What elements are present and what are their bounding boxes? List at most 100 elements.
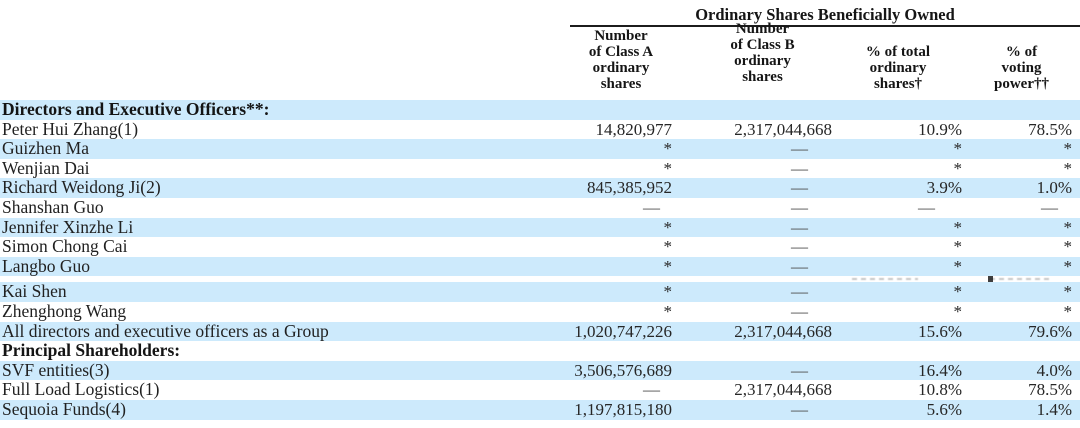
row-label: Shanshan Guo — [2, 197, 104, 217]
column-header-line: Number — [735, 21, 790, 37]
value-class-a: * — [663, 282, 673, 302]
row-label: Directors and Executive Officers**: — [2, 100, 270, 119]
table-row: Peter Hui Zhang(1) 14,820,977 2,317,044,66… — [0, 120, 1080, 140]
value-class-a: — — [643, 197, 660, 217]
table-row: Sequoia Funds(4) 1,197,815,180 — 5.6% 1.4% — [0, 399, 1080, 420]
row-label: Kai Shen — [2, 282, 67, 302]
column-header-pct-total-shares: % of total ordinary shares† — [833, 44, 963, 100]
value-class-b: — — [791, 301, 808, 321]
group-header-title: Ordinary Shares Beneficially Owned — [570, 6, 1080, 27]
column-header-line: ordinary — [592, 60, 650, 76]
table-row: All directors and executive officers as … — [0, 321, 1080, 342]
value-pct-total: 15.6% — [918, 321, 962, 341]
value-pct-total: * — [953, 256, 963, 276]
value-class-b: 2,317,044,668 — [734, 119, 832, 139]
table-row: Jennifer Xinzhe Li * — * * — [0, 217, 1080, 238]
row-label: SVF entities(3) — [2, 360, 110, 380]
value-class-b: — — [791, 158, 808, 178]
table-row: Full Load Logistics(1) — 2,317,044,668 10.8… — [0, 380, 1080, 400]
value-class-a — [570, 341, 672, 361]
value-pct-voting: 78.5% — [1028, 380, 1072, 400]
value-pct-voting: * — [1063, 217, 1073, 237]
value-class-b: 2,317,044,668 — [734, 380, 832, 400]
column-header-pct-voting-power: % of voting power†† — [963, 44, 1080, 100]
value-pct-total: — — [918, 197, 935, 217]
value-pct-total: 10.9% — [918, 119, 962, 139]
table-row: Zhenghong Wang * — * * — [0, 302, 1080, 322]
value-class-a — [570, 100, 672, 120]
group-header: Ordinary Shares Beneficially Owned — [570, 0, 1080, 27]
value-class-a: 14,820,977 — [595, 119, 673, 139]
table-spanner-header: Ordinary Shares Beneficially Owned — [0, 0, 1080, 27]
value-pct-voting: — — [1041, 197, 1058, 217]
value-pct-voting: 78.5% — [1028, 119, 1072, 139]
ghost-text-smudge — [990, 278, 1052, 281]
value-class-b: — — [791, 256, 808, 276]
value-class-b: 2,317,044,668 — [734, 321, 832, 341]
value-pct-total: * — [953, 139, 963, 159]
value-pct-total: * — [953, 301, 963, 321]
value-class-b: — — [791, 360, 808, 380]
table-row: Guizhen Ma * — * * — [0, 139, 1080, 159]
value-pct-voting: * — [1063, 139, 1073, 159]
row-label: Simon Chong Cai — [2, 237, 128, 257]
table-row: Shanshan Guo — — — — — [0, 198, 1080, 218]
value-pct-total: * — [953, 237, 963, 257]
ghost-text-smudge — [852, 278, 918, 281]
value-pct-total: * — [953, 158, 963, 178]
column-header-line: ordinary — [734, 53, 791, 69]
value-class-b: — — [791, 399, 808, 419]
value-pct-voting: 1.4% — [1036, 399, 1072, 419]
column-header-line: % of total — [865, 44, 931, 60]
value-class-a: 1,197,815,180 — [574, 399, 672, 419]
column-header-line: of Class A — [588, 44, 654, 60]
column-header-line: shares — [742, 69, 783, 85]
row-label: Langbo Guo — [2, 256, 90, 276]
row-label: Jennifer Xinzhe Li — [2, 217, 134, 237]
value-class-a: * — [663, 158, 673, 178]
value-pct-voting: * — [1063, 256, 1073, 276]
stitch-artifact-band — [0, 276, 1080, 283]
row-label: Principal Shareholders: — [2, 341, 181, 361]
row-label: All directors and executive officers as … — [2, 321, 329, 341]
value-pct-total: * — [953, 282, 963, 302]
column-header-line: Number — [594, 28, 648, 44]
table-row: Simon Chong Cai * — * * — [0, 237, 1080, 257]
value-class-b: — — [791, 217, 808, 237]
table-row: Principal Shareholders: — [0, 341, 1080, 361]
value-pct-voting: 4.0% — [1036, 360, 1072, 380]
row-label: Richard Weidong Ji(2) — [2, 178, 161, 198]
value-class-a: * — [663, 217, 673, 237]
value-class-b: — — [791, 197, 808, 217]
table-row: Richard Weidong Ji(2) 845,385,952 — 3.9% 1.0… — [0, 178, 1080, 198]
value-pct-voting: * — [1063, 237, 1073, 257]
table-row: SVF entities(3) 3,506,576,689 — 16.4% 4.0% — [0, 360, 1080, 381]
table-row: Langbo Guo * — * * — [0, 256, 1080, 277]
value-pct-total: 5.6% — [926, 399, 962, 419]
column-header-line: voting — [1001, 60, 1042, 76]
value-class-a: * — [663, 237, 673, 257]
value-class-b: — — [791, 282, 808, 302]
value-class-a: 3,506,576,689 — [574, 360, 672, 380]
value-pct-voting — [963, 341, 1080, 361]
value-pct-total: 10.8% — [918, 380, 962, 400]
table-body: Directors and Executive Officers**: Peter… — [0, 100, 1080, 420]
table-row: Kai Shen * — * * — [0, 282, 1080, 302]
row-label: Peter Hui Zhang(1) — [2, 119, 139, 139]
value-class-b: — — [791, 178, 808, 198]
header-spacer — [0, 0, 570, 27]
column-header-line: of Class B — [730, 37, 795, 53]
value-class-a: * — [663, 256, 673, 276]
value-pct-voting: * — [1063, 158, 1073, 178]
value-pct-total — [833, 341, 963, 361]
row-label: Sequoia Funds(4) — [2, 399, 126, 419]
value-pct-total: 16.4% — [918, 360, 962, 380]
column-header-line: % of — [1005, 44, 1038, 60]
value-pct-voting: * — [1063, 282, 1073, 302]
value-pct-voting: 79.6% — [1028, 321, 1072, 341]
value-class-a: — — [643, 380, 660, 400]
value-pct-voting: * — [1063, 301, 1073, 321]
